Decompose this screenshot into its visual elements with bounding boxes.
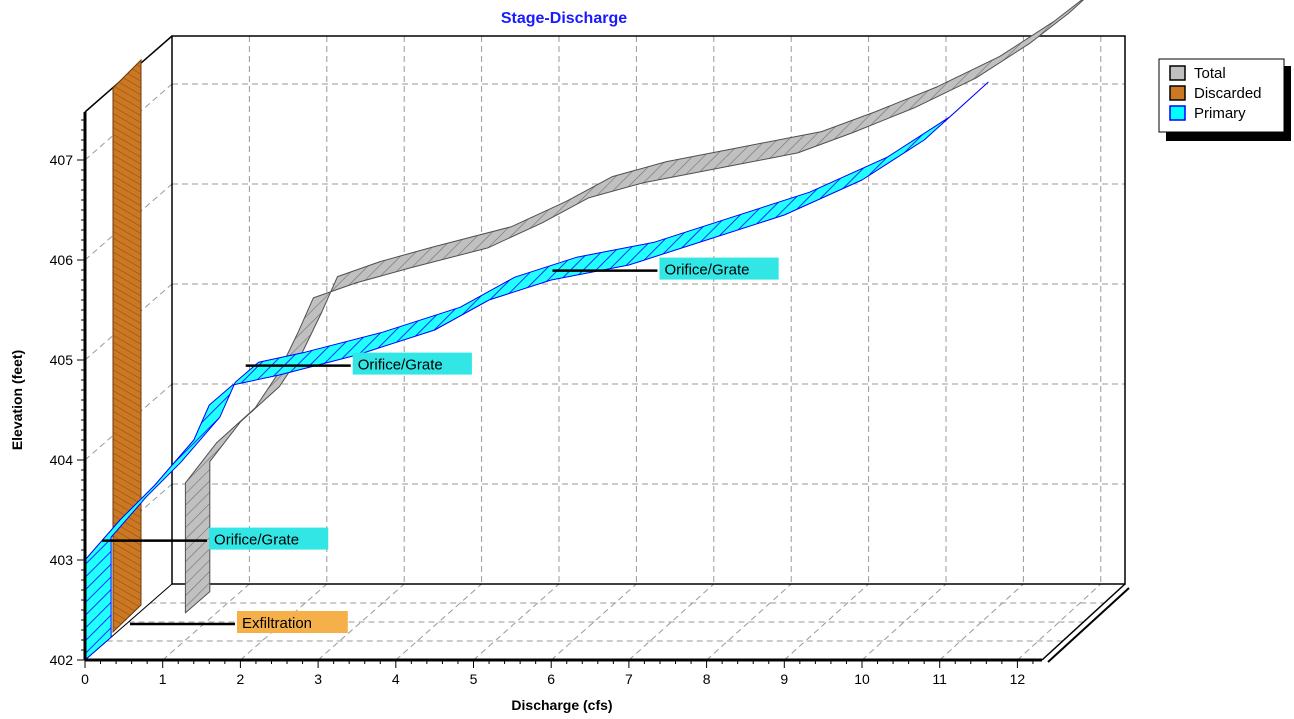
x-tick-label: 4 — [392, 671, 400, 687]
x-tick-label: 2 — [237, 671, 245, 687]
gridline-floor-x — [317, 583, 405, 661]
chart-frame — [84, 35, 1130, 663]
annotation-label: Orifice/Grate — [214, 532, 299, 549]
legend-swatch-discarded — [1169, 85, 1186, 101]
annotation-box — [352, 352, 472, 375]
floor-right-shadow — [1047, 587, 1130, 663]
x-tick-label: 8 — [703, 671, 711, 687]
y-tick-label: 403 — [50, 552, 74, 568]
annotation-label: Orifice/Grate — [358, 357, 443, 374]
gridline-floor-x — [473, 583, 560, 661]
annotation-box — [237, 611, 348, 633]
legend: Total Discarded Primary — [1158, 58, 1291, 141]
gridline-floor-x — [706, 583, 792, 661]
x-tick-label: 1 — [159, 671, 167, 687]
gridline-floor-x — [861, 583, 947, 661]
x-tick-label: 10 — [854, 671, 870, 687]
grid-floor — [106, 583, 1105, 661]
x-tick-label: 6 — [547, 671, 555, 687]
gridline-floor-x — [395, 583, 482, 661]
annotation-box — [209, 527, 329, 550]
floor-right-edge — [1041, 583, 1126, 661]
legend-label-primary: Primary — [1194, 105, 1246, 122]
x-tick-label: 0 — [81, 671, 89, 687]
gridline-floor-x — [550, 583, 637, 661]
annotation-label: Exfiltration — [242, 615, 312, 632]
legend-swatch-primary — [1169, 105, 1186, 121]
legend-label-discarded: Discarded — [1194, 85, 1262, 102]
x-tick-label: 11 — [932, 671, 947, 687]
legend-label-total: Total — [1194, 65, 1226, 82]
y-tick-label: 406 — [50, 252, 74, 268]
y-tick-label: 402 — [50, 652, 74, 668]
gridline-floor-x — [783, 583, 869, 661]
series-layer — [84, 0, 1085, 661]
gridline-floor-x — [1017, 583, 1102, 661]
x-axis-label: Discharge (cfs) — [511, 697, 612, 713]
series-total-ribbon — [184, 0, 1085, 614]
x-tick-label: 9 — [780, 671, 788, 687]
x-tick-label: 12 — [1010, 671, 1026, 687]
legend-swatch-total — [1169, 65, 1186, 81]
y-tick-label: 405 — [50, 352, 74, 368]
gridline-floor-x — [240, 583, 328, 661]
x-tick-label: 7 — [625, 671, 633, 687]
legend-items: Total Discarded Primary — [1169, 65, 1262, 122]
annotation-box — [659, 257, 779, 280]
series-discarded-ribbon — [112, 58, 142, 634]
gridline-floor-x — [628, 583, 715, 661]
grid-back — [84, 36, 1125, 584]
x-tick-label: 5 — [470, 671, 478, 687]
chart-title: Stage-Discharge — [501, 10, 627, 27]
back-wall-frame — [171, 35, 1126, 585]
y-tick-label: 407 — [50, 152, 74, 168]
annotation-label: Orifice/Grate — [664, 262, 749, 279]
series-primary-ribbon — [84, 81, 989, 661]
gridline-floor-x — [939, 583, 1024, 661]
y-axis-label: Elevation (feet) — [9, 350, 25, 450]
y-tick-label: 404 — [50, 452, 74, 468]
x-tick-label: 3 — [314, 671, 322, 687]
annotation-layer: Orifice/Grate Orifice/Grate Orifice/Grate E… — [102, 257, 779, 633]
